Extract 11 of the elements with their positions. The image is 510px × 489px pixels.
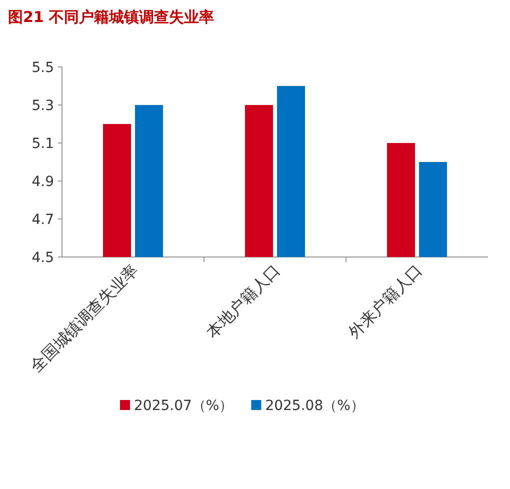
legend-label: 2025.07（%） [134, 398, 234, 414]
chart-title: 图21 不同户籍城镇调查失业率 [8, 8, 214, 26]
y-tick-label: 5.3 [32, 98, 54, 114]
y-tick-label: 4.7 [32, 212, 54, 228]
x-tick-label: 本地户籍人口 [202, 260, 284, 342]
legend-label: 2025.08（%） [265, 398, 364, 414]
x-tick-label: 外来户籍人口 [344, 260, 426, 342]
y-tick-label: 5.5 [32, 60, 54, 76]
y-tick-label: 4.5 [32, 250, 54, 266]
y-tick-label: 4.9 [32, 174, 54, 190]
y-tick-label: 5.1 [32, 136, 54, 152]
